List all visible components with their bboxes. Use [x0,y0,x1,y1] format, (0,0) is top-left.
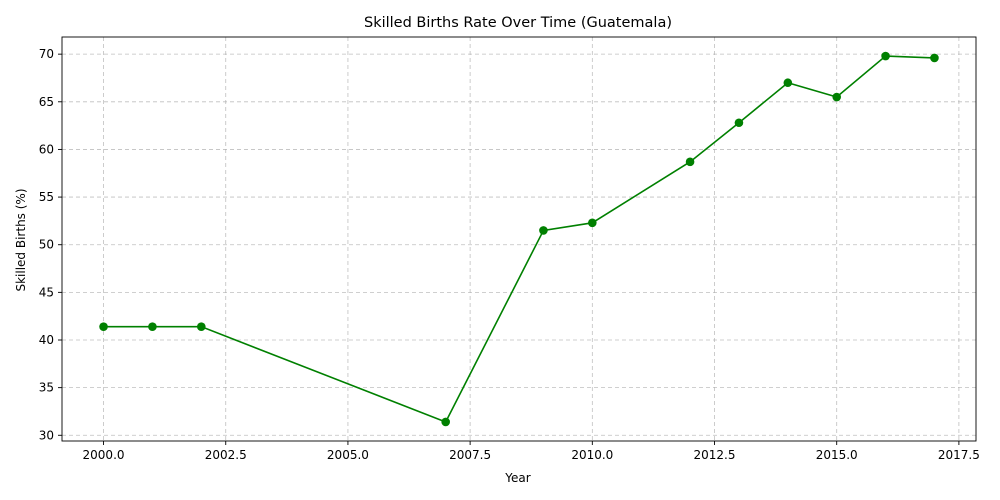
y-tick-label: 65 [39,95,54,109]
y-tick-label: 40 [39,333,54,347]
data-point [148,322,157,331]
y-tick-label: 55 [39,190,54,204]
axis-ticks: 2000.0 2002.5 2005.0 2007.5 2010.0 2012.5 2015… [39,47,980,462]
data-point [196,322,206,331]
data-point [783,78,793,88]
y-tick-label: 45 [39,285,54,299]
data-point [930,53,939,63]
x-tick-label: 2015.0 [816,448,858,462]
series-line [103,55,935,423]
data-point [99,322,108,331]
y-tick-label: 60 [39,142,54,156]
data-point [685,157,695,167]
x-tick-label: 2000.0 [83,448,125,462]
x-tick-label: 2010.0 [571,448,613,462]
chart-title: Skilled Births Rate Over Time (Guatemala… [364,15,672,31]
data-point [588,218,597,228]
y-axis-label: Skilled Births (%) [14,188,28,291]
x-tick-label: 2017.5 [938,448,980,462]
data-point [832,92,842,102]
x-tick-label: 2012.5 [694,448,736,462]
data-point [539,226,548,235]
x-tick-label: 2002.5 [205,448,247,462]
x-tick-label: 2005.0 [327,448,369,462]
data-point [441,417,450,427]
y-tick-label: 30 [39,428,54,442]
data-point [734,118,744,128]
data-point [881,51,890,61]
x-axis-label: Year [504,471,530,485]
x-tick-label: 2007.5 [449,448,491,462]
series-layer [99,51,939,427]
y-tick-label: 50 [39,238,54,252]
plot-frame [61,36,977,442]
y-tick-label: 70 [39,47,54,61]
y-tick-label: 35 [39,381,54,395]
